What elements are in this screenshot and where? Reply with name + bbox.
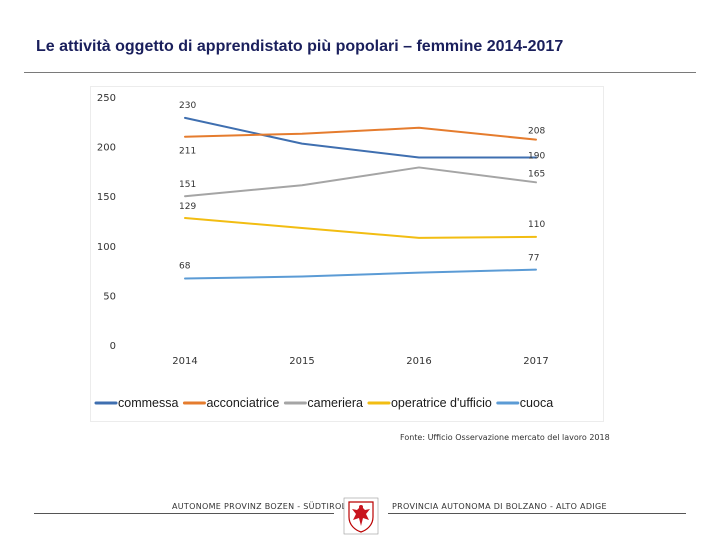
x-tick-label-2016: 2016 xyxy=(406,356,431,367)
data-label-operatrice-d-ufficio-2014: 129 xyxy=(179,202,196,212)
legend-label-operatrice-d-ufficio: operatrice d'ufficio xyxy=(391,396,492,410)
x-tick-label-2017: 2017 xyxy=(523,356,548,367)
source-note: Fonte: Ufficio Osservazione mercato del … xyxy=(400,433,610,442)
data-label-acconciatrice-2017: 208 xyxy=(528,127,545,137)
series-line-cameriera xyxy=(184,166,537,198)
x-tick-label-2015: 2015 xyxy=(289,356,314,367)
footer-divider-left xyxy=(34,513,334,514)
data-label-commessa-2014: 230 xyxy=(179,101,196,111)
legend-label-commessa: commessa xyxy=(118,396,178,410)
data-label-cameriera-2017: 165 xyxy=(528,169,545,179)
series-line-operatrice-d-ufficio xyxy=(184,217,537,239)
y-tick-label-0: 0 xyxy=(110,341,116,352)
page-title: Le attività oggetto di apprendistato più… xyxy=(36,38,564,55)
data-label-commessa-2017: 190 xyxy=(528,152,545,162)
chart-frame xyxy=(90,86,604,422)
title-divider xyxy=(24,72,696,73)
y-tick-label-200: 200 xyxy=(97,143,116,154)
series-line-cuoca xyxy=(184,268,537,280)
y-tick-label-150: 150 xyxy=(97,192,116,203)
y-tick-label-50: 50 xyxy=(103,291,116,302)
y-tick-label-100: 100 xyxy=(97,242,116,253)
legend-label-cameriera: cameriera xyxy=(307,396,363,410)
series-line-acconciatrice xyxy=(184,126,537,141)
footer-divider-right xyxy=(388,513,686,514)
footer-german-name: AUTONOME PROVINZ BOZEN - SÜDTIROL xyxy=(172,502,347,511)
footer-italian-name: PROVINCIA AUTONOMA DI BOLZANO - ALTO ADI… xyxy=(392,502,607,511)
data-label-cuoca-2014: 68 xyxy=(179,262,191,272)
data-label-operatrice-d-ufficio-2017: 110 xyxy=(528,220,545,230)
series-line-commessa xyxy=(184,116,537,159)
x-tick-label-2014: 2014 xyxy=(172,356,197,367)
coat-of-arms-icon xyxy=(343,497,379,535)
data-label-acconciatrice-2014: 211 xyxy=(179,147,196,157)
data-label-cuoca-2017: 77 xyxy=(528,254,539,264)
y-tick-label-250: 250 xyxy=(97,93,116,104)
data-label-cameriera-2014: 151 xyxy=(179,180,196,190)
legend-label-cuoca: cuoca xyxy=(520,396,553,410)
legend-label-acconciatrice: acconciatrice xyxy=(206,396,279,410)
